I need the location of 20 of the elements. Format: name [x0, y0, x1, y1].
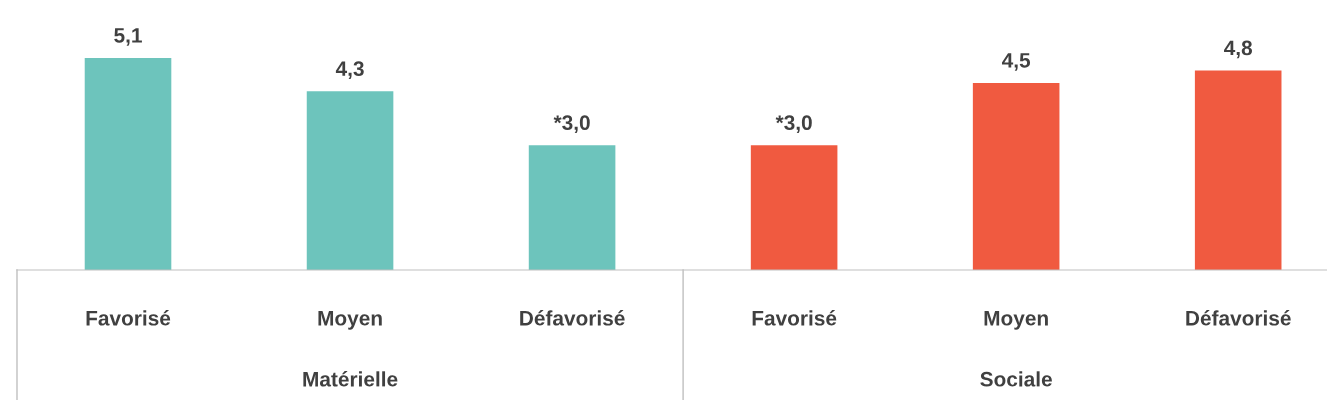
bar	[306, 91, 394, 270]
data-label: 4,8	[1224, 40, 1253, 59]
data-label: *3,0	[553, 115, 590, 134]
data-label: 5,1	[114, 28, 142, 46]
text: Sociale	[980, 371, 1052, 387]
data-label: *3,0	[775, 115, 812, 134]
x-tick-label: Défavorisé	[520, 310, 625, 326]
bar	[972, 82, 1060, 270]
bar	[1194, 70, 1282, 270]
x-tick-label: Moyen	[984, 311, 1048, 330]
data-label: 4,3	[335, 61, 364, 80]
text: Matérielle	[303, 371, 398, 387]
data-label: 4,5	[1001, 53, 1031, 71]
bar	[84, 58, 172, 270]
x-tick-label: Défavorisé	[1186, 310, 1291, 326]
x-tick-label: Favorisé	[86, 310, 171, 326]
bar	[528, 145, 616, 270]
bar	[750, 145, 838, 270]
x-tick-label: Favorisé	[752, 310, 837, 326]
x-tick-label: Moyen	[318, 311, 382, 330]
